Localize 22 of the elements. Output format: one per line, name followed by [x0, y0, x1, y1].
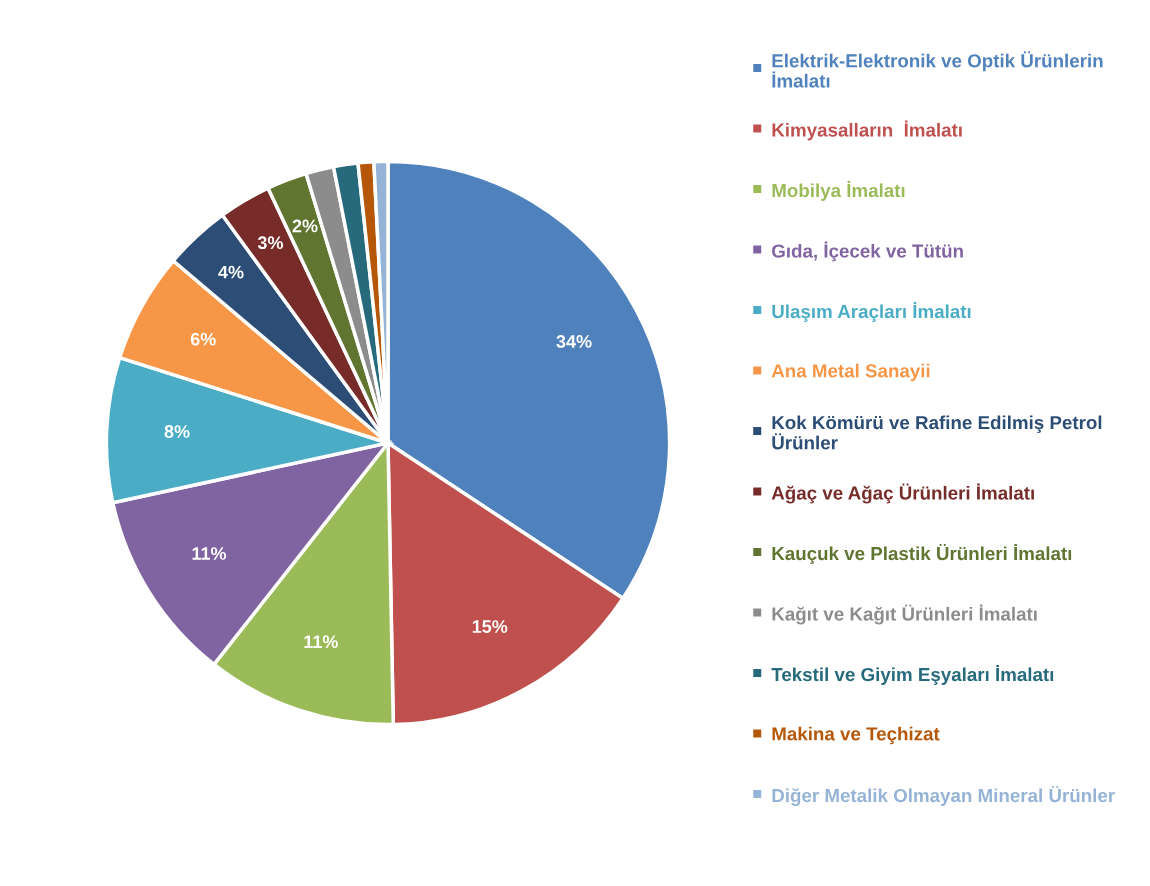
legend-label: Tekstil ve Giyim Eşyaları İmalatı	[771, 664, 1054, 685]
legend-label: Ulaşım Araçları İmalatı	[772, 301, 971, 322]
data-label: 4%	[218, 265, 244, 279]
data-label: 8%	[164, 425, 190, 438]
legend-label: Ana Metal Sanayii	[771, 363, 930, 382]
legend-label: Mobilya İmalatı	[772, 180, 905, 201]
legend-label: Diğer Metalik Olmayan Mineral Ürünler	[772, 785, 1115, 806]
legend-label: Kauçuk ve Plastik Ürünleri İmalatı	[772, 543, 1072, 564]
data-label: 15%	[472, 620, 508, 633]
legend-label: Elektrik-Elektronik ve Optik Ürünlerin İmalatı	[772, 51, 1103, 88]
data-label: 34%	[556, 335, 592, 348]
legend-label: Ağaç ve Ağaç Ürünleri İmalatı	[771, 483, 1034, 504]
data-label: 2%	[292, 219, 318, 233]
legend-label: Kok Kömürü ve Rafine Edilmiş Petrol Ürünler	[772, 415, 1102, 450]
data-label: 11%	[304, 635, 338, 649]
data-label: 6%	[190, 332, 216, 346]
data-label: 3%	[257, 236, 284, 250]
legend-label: Kimyasalların İmalatı	[772, 120, 962, 141]
legend-label: Makina ve Teçhizat	[772, 726, 940, 745]
data-label: 11%	[192, 547, 227, 560]
legend-label: Kağıt ve Kağıt Ürünleri İmalatı	[772, 604, 1037, 625]
legend-label: Gıda, İçecek ve Tütün	[772, 241, 963, 262]
